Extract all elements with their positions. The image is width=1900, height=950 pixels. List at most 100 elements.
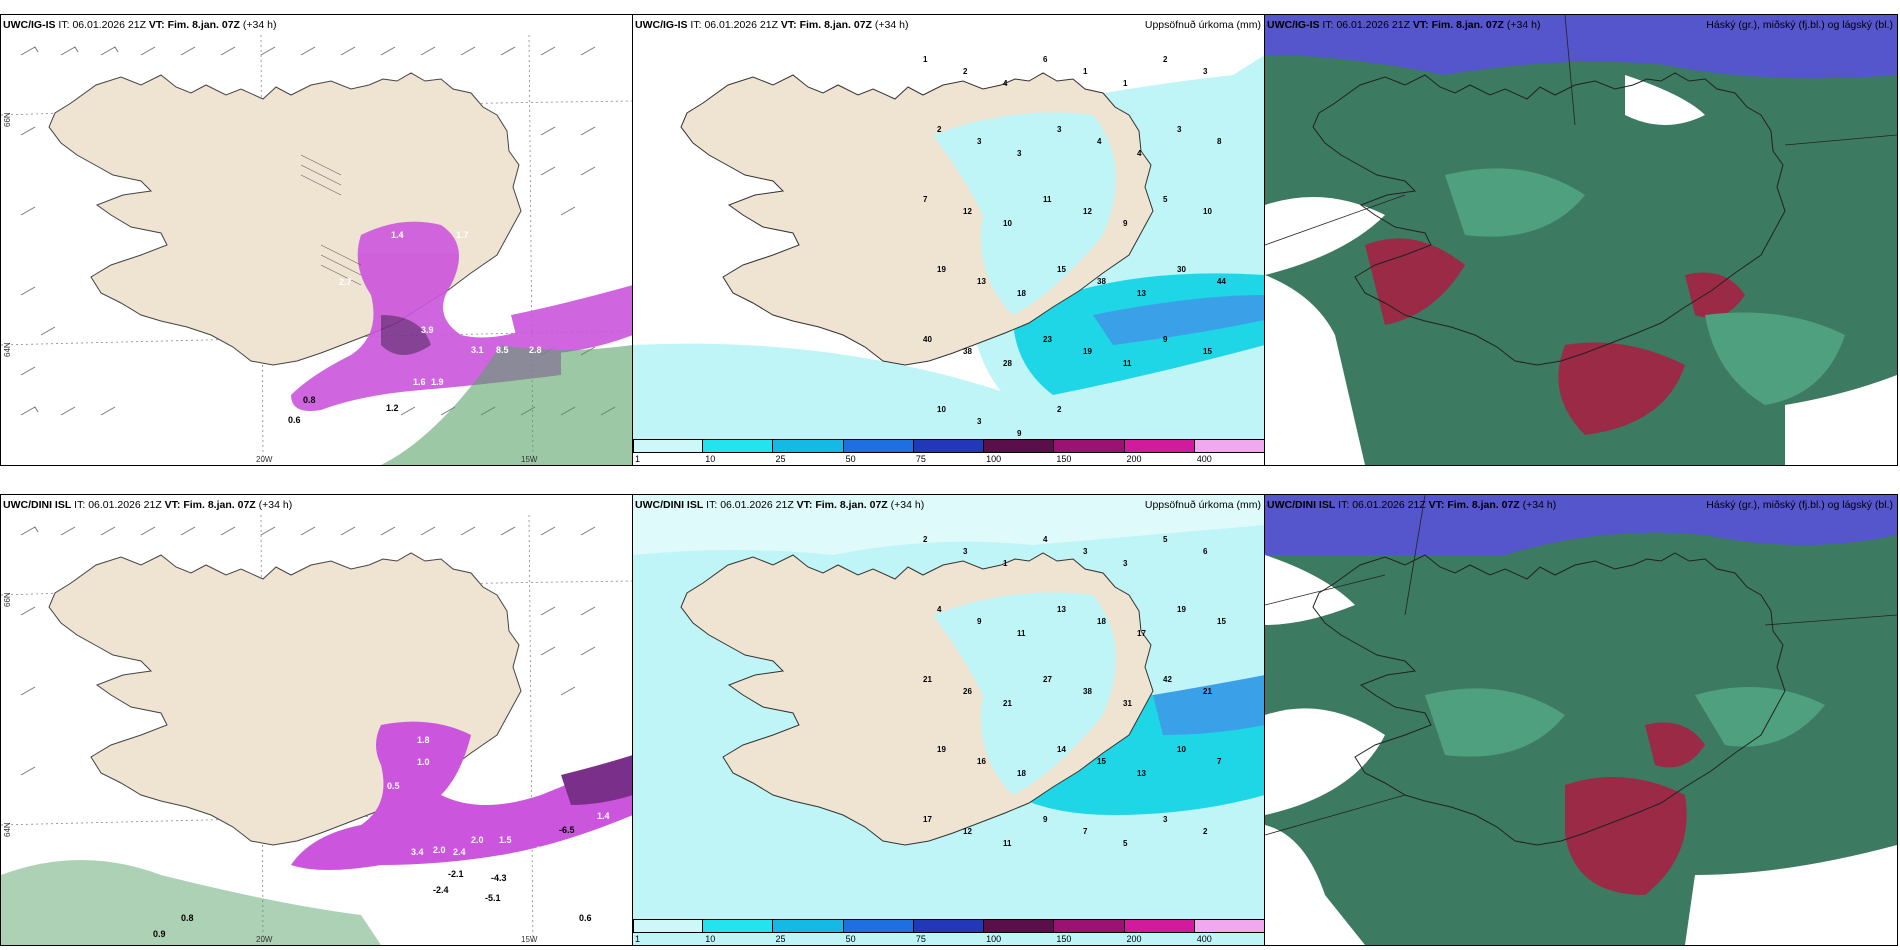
vt-value: Fim. 8.jan. 07Z: [183, 499, 256, 511]
temp-value: 2.7: [339, 277, 352, 287]
vt-value: Fim. 8.jan. 07Z: [799, 19, 872, 31]
precip-value: 5: [1163, 195, 1168, 204]
precip-value: 15: [1057, 265, 1066, 274]
precip-value: 38: [1097, 277, 1106, 286]
lead-time: (+34 h): [258, 499, 293, 511]
precip-value: 12: [963, 827, 972, 836]
temp-value: 2.8: [529, 345, 542, 355]
vt-label: VT:: [780, 19, 797, 31]
temp-value: 1.9: [431, 377, 444, 387]
temp-value: 1.4: [597, 811, 610, 821]
cloud-title: Háský (gr.), miðský (fj.bl.) og lágský (…: [1706, 499, 1893, 511]
precip-value: 4: [1043, 535, 1048, 544]
panel-header: UWC/DINI ISL IT: 06.01.2026 21Z VT: Fim.…: [3, 499, 292, 511]
vt-label: VT:: [1412, 19, 1429, 31]
temp-value: 1.0: [417, 757, 430, 767]
panel-header: UWC/DINI ISL IT: 06.01.2026 21Z VT: Fim.…: [635, 499, 924, 511]
lat-label: 64N: [3, 822, 12, 837]
precip-value: 18: [1017, 289, 1026, 298]
precip-value: 2: [1203, 827, 1208, 836]
colorbar-tick: 1: [635, 454, 641, 464]
colorbar-tick: 150: [1056, 454, 1072, 464]
vt-label: VT:: [148, 19, 165, 31]
precip-value: 12: [963, 207, 972, 216]
precip-value: 8: [1217, 137, 1222, 146]
model-name: UWC/IG-IS: [1267, 19, 1320, 31]
temp-value: 0.6: [288, 415, 301, 425]
temp-value: 3.1: [471, 345, 484, 355]
colorbar-segment: [633, 919, 704, 933]
temp-value: 8.5: [496, 345, 509, 355]
temp-value: 2.6: [577, 285, 590, 295]
lead-time: (+34 h): [1522, 499, 1557, 511]
precip-value: 19: [937, 745, 946, 754]
precip-value: 28: [1003, 359, 1012, 368]
temp-value: 3.9: [421, 325, 434, 335]
precip-value: 6: [1203, 547, 1208, 556]
temp-value: -2.1: [448, 869, 464, 879]
colorbar-segment: [1054, 439, 1125, 453]
temp-value: 3.4: [411, 847, 424, 857]
precip-value: 13: [1057, 605, 1066, 614]
lat-label: 66N: [3, 592, 12, 607]
precip-value: 7: [1217, 757, 1222, 766]
temp-value: -5.1: [485, 893, 501, 903]
model-name: UWC/DINI ISL: [635, 499, 704, 511]
precip-value: 10: [1003, 219, 1012, 228]
precip-value: 21: [1203, 687, 1212, 696]
it-value: 06.01.2026 21Z: [88, 499, 162, 511]
temp-value: 1.6: [413, 377, 426, 387]
colorbar-border: [633, 919, 1265, 933]
temp-value: 1.8: [417, 735, 430, 745]
precip-value: 12: [1083, 207, 1092, 216]
precip-value: 10: [1203, 207, 1212, 216]
colorbar: 1 10 25 50 75 100 150 200 400: [633, 919, 1265, 945]
precip-value: 44: [1217, 277, 1226, 286]
colorbar-segment: [633, 439, 704, 453]
precip-title: Uppsöfnuð úrkoma (mm): [1144, 19, 1261, 31]
it-value: 06.01.2026 21Z: [720, 499, 794, 511]
panel-header: UWC/IG-IS IT: 06.01.2026 21Z VT: Fim. 8.…: [1267, 19, 1540, 31]
precip-value: 3: [1177, 125, 1182, 134]
cloud-map-top: [1265, 15, 1897, 465]
precip-value: 7: [923, 195, 928, 204]
precip-value: 4: [1137, 149, 1142, 158]
colorbar-segment: [773, 439, 844, 453]
it-label: IT:: [1322, 19, 1334, 31]
precip-value: 21: [1003, 699, 1012, 708]
colorbar-segment: [913, 439, 985, 453]
precip-value: 42: [1163, 675, 1172, 684]
colorbar-tick: 200: [1126, 934, 1142, 944]
temp-value: 2.4: [453, 847, 466, 857]
precip-value: 3: [1017, 149, 1022, 158]
lat-label: 66N: [3, 112, 12, 127]
precip-value: 9: [1163, 335, 1168, 344]
temp-value: 1.4: [391, 230, 404, 240]
temp-wind-map-bottom: [1, 514, 633, 945]
lat-label: 64N: [3, 342, 12, 357]
colorbar-tick: 150: [1056, 934, 1072, 944]
temp-wind-panel-bottom: UWC/DINI ISL IT: 06.01.2026 21Z VT: Fim.…: [0, 494, 634, 946]
precip-magenta-shading: [291, 221, 633, 465]
temp-value: 0.5: [387, 781, 400, 791]
precip-value: 11: [1003, 839, 1012, 848]
precip-value: 4: [937, 605, 942, 614]
precip-value: 3: [1057, 125, 1062, 134]
temp-value: -2.4: [433, 885, 449, 895]
precip-value: 40: [923, 335, 932, 344]
temp-wind-map-top: [1, 34, 633, 465]
colorbar-tick: 25: [775, 934, 786, 944]
lead-time: (+34 h): [1506, 19, 1541, 31]
colorbar-tick: 75: [915, 934, 926, 944]
precip-value: 9: [1123, 219, 1128, 228]
precip-value: 3: [977, 137, 982, 146]
cloud-title: Háský (gr.), miðský (fj.bl.) og lágský (…: [1706, 19, 1893, 31]
precip-value: 5: [1123, 839, 1128, 848]
lon-label: 20W: [256, 935, 273, 944]
colorbar-segment: [703, 919, 774, 933]
colorbar-tick: 10: [705, 454, 716, 464]
colorbar-tick: 200: [1126, 454, 1142, 464]
temp-value: 0.6: [579, 913, 592, 923]
precip-value: 9: [977, 617, 982, 626]
precip-value: 17: [1137, 629, 1146, 638]
